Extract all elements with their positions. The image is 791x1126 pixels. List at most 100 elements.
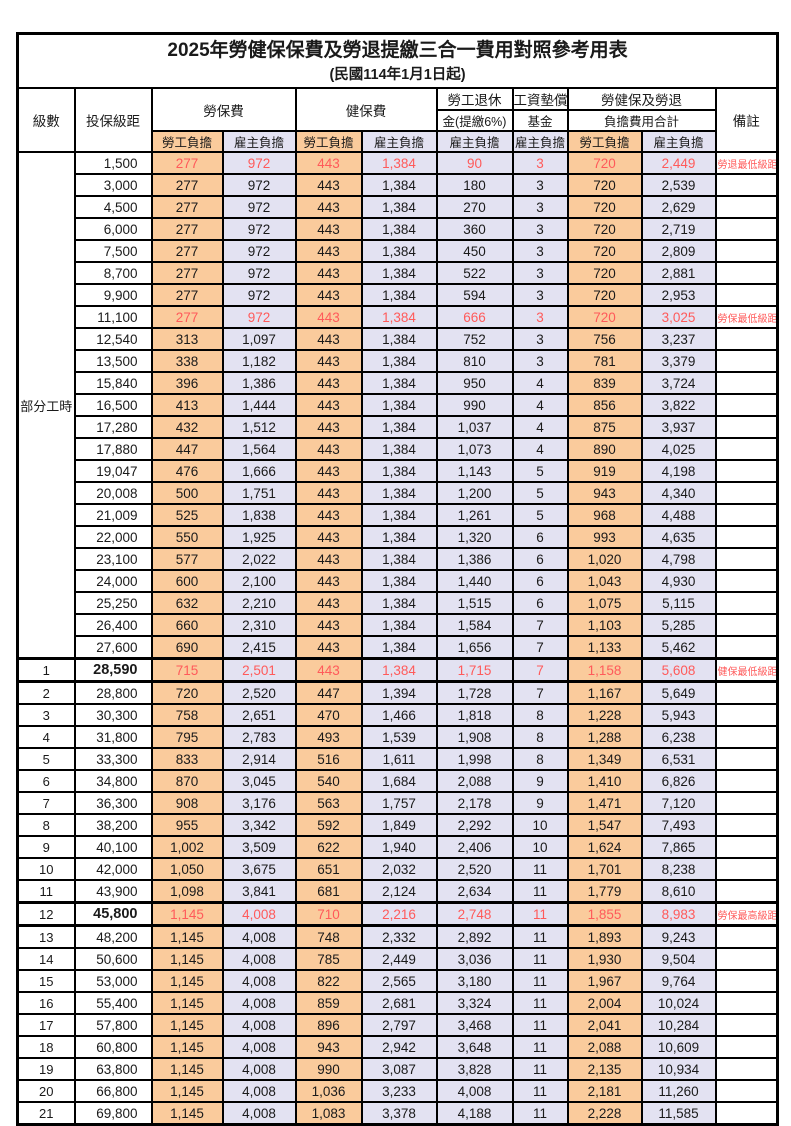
cell-salary-bracket: 22,000 <box>73 525 153 549</box>
table-row: 4 31,800 795 2,783 493 1,539 1,908 8 1,288 6,238 <box>16 725 779 749</box>
cell-fund-employer: 4 <box>511 371 569 395</box>
cell-fund-employer: 5 <box>511 481 569 505</box>
col-header-wage-fund-line2: 基金 <box>511 109 569 132</box>
table-row: 19 63,800 1,145 4,008 990 3,087 3,828 11 2,135 10… <box>16 1057 779 1081</box>
cell-total-employer: 5,649 <box>640 680 717 705</box>
cell-hi-employee: 896 <box>294 1013 363 1037</box>
table-row: 27,600 690 2,415 443 1,384 1,656 7 1,133 5,462 <box>18 635 779 660</box>
table-row: 10 42,000 1,050 3,675 651 2,032 2,520 11 1,701 8,… <box>16 857 779 881</box>
cell-salary-bracket: 12,540 <box>73 327 153 351</box>
cell-level: 20 <box>16 1079 76 1103</box>
cell-hi-employee: 443 <box>294 415 363 439</box>
table-row: 21 69,800 1,145 4,008 1,083 3,378 4,188 11 2,228… <box>16 1101 779 1126</box>
cell-li-employer: 972 <box>221 151 297 175</box>
cell-salary-bracket: 8,700 <box>73 261 153 285</box>
cell-total-employee: 839 <box>566 371 643 395</box>
cell-li-employee: 1,145 <box>150 991 224 1015</box>
cell-hi-employee: 622 <box>294 835 363 859</box>
cell-salary-bracket: 1,500 <box>73 151 153 175</box>
cell-pension-employer: 1,261 <box>435 503 514 527</box>
table-row: 26,400 660 2,310 443 1,384 1,584 7 1,103 5,285 <box>18 613 779 637</box>
cell-remark <box>714 725 779 749</box>
table-body: 部分工時 1,500 277 972 443 1,384 90 3 720 2,449 勞退最低級距… <box>16 151 779 1126</box>
cell-pension-employer: 90 <box>435 151 514 175</box>
cell-li-employee: 525 <box>150 503 224 527</box>
cell-hi-employer: 1,384 <box>360 349 438 373</box>
cell-fund-employer: 5 <box>511 503 569 527</box>
cell-li-employee: 277 <box>150 283 224 307</box>
cell-total-employee: 720 <box>566 239 643 263</box>
cell-remark <box>714 791 779 815</box>
cell-total-employee: 968 <box>566 503 643 527</box>
table-row: 5 33,300 833 2,914 516 1,611 1,998 8 1,349 6,531 <box>16 747 779 771</box>
cell-total-employee: 756 <box>566 327 643 351</box>
cell-hi-employer: 1,384 <box>360 151 438 175</box>
cell-total-employer: 5,115 <box>640 591 717 615</box>
cell-total-employee: 720 <box>566 195 643 219</box>
cell-hi-employer: 1,940 <box>360 835 438 859</box>
col-header-pension-line1: 勞工退休 <box>435 87 514 111</box>
cell-pension-employer: 4,188 <box>435 1101 514 1126</box>
cell-hi-employee: 516 <box>294 747 363 771</box>
cell-fund-employer: 10 <box>511 813 569 837</box>
cell-pension-employer: 990 <box>435 393 514 417</box>
cell-total-employer: 9,764 <box>640 969 717 993</box>
cell-li-employee: 447 <box>150 437 224 461</box>
cell-hi-employee: 443 <box>294 481 363 505</box>
cell-hi-employee: 447 <box>294 680 363 705</box>
cell-total-employer: 6,531 <box>640 747 717 771</box>
cell-hi-employee: 443 <box>294 371 363 395</box>
table-row: 15 53,000 1,145 4,008 822 2,565 3,180 11 1,967 9,… <box>16 969 779 993</box>
cell-total-employee: 720 <box>566 305 643 329</box>
cell-li-employer: 1,182 <box>221 349 297 373</box>
cell-remark <box>714 1079 779 1103</box>
title-cell: 2025年勞健保保費及勞退提繳三合一費用對照參考用表 (民國114年1月1日起) <box>16 32 779 89</box>
cell-level: 1 <box>16 657 76 683</box>
col-header-salary-bracket: 投保級距 <box>73 87 153 153</box>
table-row: 17 57,800 1,145 4,008 896 2,797 3,468 11 2,041 10… <box>16 1013 779 1037</box>
cell-fund-employer: 3 <box>511 283 569 307</box>
table-row: 17,880 447 1,564 443 1,384 1,073 4 890 4,025 <box>18 437 779 461</box>
cell-total-employee: 943 <box>566 481 643 505</box>
cell-total-employer: 10,609 <box>640 1035 717 1059</box>
table-row: 7,500 277 972 443 1,384 450 3 720 2,809 <box>18 239 779 263</box>
cell-salary-bracket: 60,800 <box>73 1035 153 1059</box>
cell-level: 17 <box>16 1013 76 1037</box>
cell-hi-employer: 2,942 <box>360 1035 438 1059</box>
cell-salary-bracket: 36,300 <box>73 791 153 815</box>
cell-salary-bracket: 4,500 <box>73 195 153 219</box>
subheader-hi-employee: 勞工負擔 <box>294 130 363 153</box>
cell-hi-employer: 1,384 <box>360 635 438 660</box>
table-row: 15,840 396 1,386 443 1,384 950 4 839 3,724 <box>18 371 779 395</box>
table-row: 17,280 432 1,512 443 1,384 1,037 4 875 3,937 <box>18 415 779 439</box>
cell-li-employee: 277 <box>150 151 224 175</box>
cell-li-employee: 758 <box>150 703 224 727</box>
cell-li-employer: 1,512 <box>221 415 297 439</box>
cell-li-employee: 1,145 <box>150 1057 224 1081</box>
cell-fund-employer: 8 <box>511 703 569 727</box>
cell-remark <box>714 591 779 615</box>
cell-pension-employer: 1,584 <box>435 613 514 637</box>
subheader-fund-employer: 雇主負擔 <box>511 130 569 153</box>
cell-total-employer: 6,826 <box>640 769 717 793</box>
cell-level: 3 <box>16 703 76 727</box>
cell-total-employee: 1,893 <box>566 924 643 949</box>
cell-total-employee: 1,228 <box>566 703 643 727</box>
cell-pension-employer: 1,386 <box>435 547 514 571</box>
cell-li-employer: 1,444 <box>221 393 297 417</box>
cell-remark <box>714 991 779 1015</box>
cell-hi-employee: 443 <box>294 393 363 417</box>
cell-fund-employer: 5 <box>511 459 569 483</box>
cell-li-employee: 476 <box>150 459 224 483</box>
subheader-total-employee: 勞工負擔 <box>566 130 643 153</box>
table-row: 3,000 277 972 443 1,384 180 3 720 2,539 <box>18 173 779 197</box>
cell-total-employer: 7,865 <box>640 835 717 859</box>
cell-hi-employer: 1,394 <box>360 680 438 705</box>
cell-pension-employer: 594 <box>435 283 514 307</box>
cell-salary-bracket: 31,800 <box>73 725 153 749</box>
cell-fund-employer: 3 <box>511 217 569 241</box>
col-header-pension-line2: 金(提繳6%) <box>435 109 514 132</box>
cell-total-employee: 875 <box>566 415 643 439</box>
cell-remark <box>714 195 779 219</box>
cell-pension-employer: 1,998 <box>435 747 514 771</box>
